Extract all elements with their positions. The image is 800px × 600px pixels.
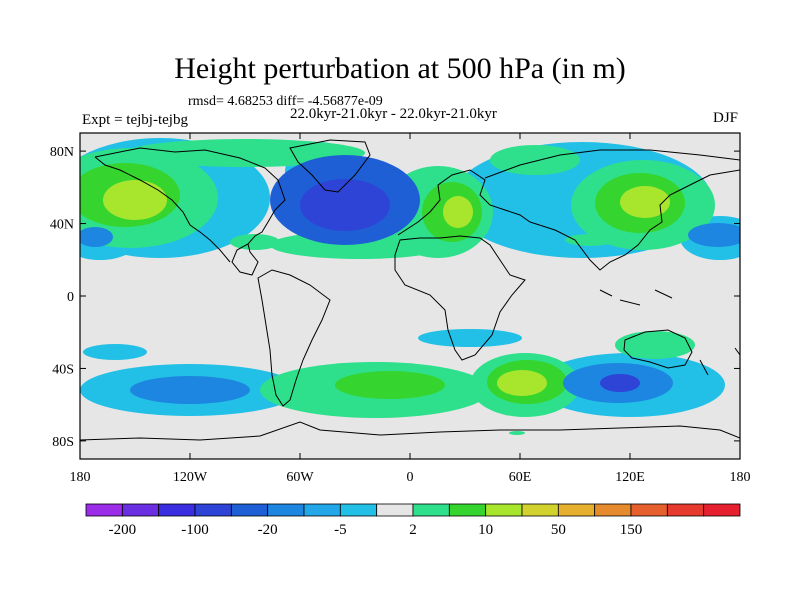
contour-region: [83, 344, 147, 360]
contour-region: [418, 329, 522, 347]
contour-region: [80, 227, 113, 247]
colorbar-label: 50: [551, 522, 566, 538]
contour-region: [600, 374, 640, 392]
lat-tick-label: 40N: [50, 218, 74, 233]
contour-region: [688, 223, 740, 247]
coastline-layer: [80, 139, 740, 441]
europe-africa-coastline: [394, 169, 531, 361]
colorbar-label: -20: [258, 522, 278, 538]
contour-region: [230, 234, 280, 250]
lat-tick-label: 80S: [52, 435, 74, 450]
contour-region: [509, 431, 525, 435]
colorbar-swatch: [158, 503, 196, 517]
stats-text: rmsd= 4.68253 diff= -4.56877e-09: [188, 94, 383, 109]
lon-tick-label: 120W: [173, 470, 208, 485]
colorbar-swatch: [85, 503, 123, 517]
colorbar-label: -100: [181, 522, 209, 538]
south-america-coastline: [257, 269, 331, 407]
colorbar-swatch: [666, 503, 705, 517]
colorbar: -200 -100 -20 -5 2 10 50 150: [85, 503, 741, 538]
colorbar-label: 10: [478, 522, 493, 538]
contour-region: [615, 331, 695, 359]
lon-tick-label: 0: [407, 470, 414, 485]
lon-tick-label: 120E: [615, 470, 645, 485]
season-label: DJF: [713, 110, 739, 126]
lon-tick-label: 60W: [286, 470, 314, 485]
colorbar-swatch: [303, 503, 341, 517]
colorbar-swatch: [121, 503, 160, 517]
field-layer: [80, 133, 740, 459]
contour-region: [490, 145, 580, 175]
lon-tick-label: 180: [70, 470, 91, 485]
contour-region: [130, 376, 250, 404]
colorbar-swatch: [267, 503, 305, 517]
contour-region: [443, 196, 473, 228]
antarctica-coastline: [80, 421, 740, 441]
asia-coastline: [484, 149, 740, 271]
colorbar-label: 150: [620, 522, 643, 538]
plot-title: Height perturbation at 500 hPa (in m): [174, 52, 626, 85]
colorbar-swatch: [230, 503, 269, 517]
colorbar-swatch: [703, 503, 741, 517]
colorbar-swatch: [376, 503, 414, 517]
contour-region: [125, 139, 365, 167]
colorbar-swatch: [448, 503, 487, 517]
axis-ticks: 180 120W 60W 0 60E 120E 180 80N 40N 0 40S 80S: [50, 133, 751, 485]
colorbar-swatch: [594, 503, 632, 517]
maritime-islands: [599, 289, 740, 376]
colorbar-swatch: [339, 503, 378, 517]
colorbar-label: 2: [409, 522, 417, 538]
colorbar-label: -200: [109, 522, 137, 538]
lon-tick-label: 180: [730, 470, 751, 485]
lon-tick-label: 60E: [509, 470, 532, 485]
colorbar-swatch: [412, 503, 450, 517]
colorbar-swatch: [630, 503, 668, 517]
period-label: 22.0kyr-21.0kyr - 22.0kyr-21.0kyr: [290, 106, 497, 122]
colorbar-swatch: [557, 503, 596, 517]
australia-coastline: [623, 329, 693, 369]
contour-region: [335, 371, 445, 399]
contour-region: [300, 179, 390, 231]
lat-tick-label: 80N: [50, 145, 74, 160]
contour-region: [565, 234, 615, 246]
contour-region: [497, 370, 547, 396]
north-america-coastline: [94, 147, 286, 276]
lat-tick-label: 40S: [52, 362, 74, 377]
colorbar-swatch: [521, 503, 559, 517]
greenland-coastline: [289, 139, 371, 193]
colorbar-label: -5: [334, 522, 347, 538]
contour-region: [620, 186, 670, 218]
experiment-label: Expt = tejbj-tejbg: [82, 112, 188, 128]
lat-tick-label: 0: [67, 290, 74, 305]
colorbar-swatch: [485, 503, 523, 517]
colorbar-swatch: [194, 503, 232, 517]
contour-region: [103, 180, 167, 220]
